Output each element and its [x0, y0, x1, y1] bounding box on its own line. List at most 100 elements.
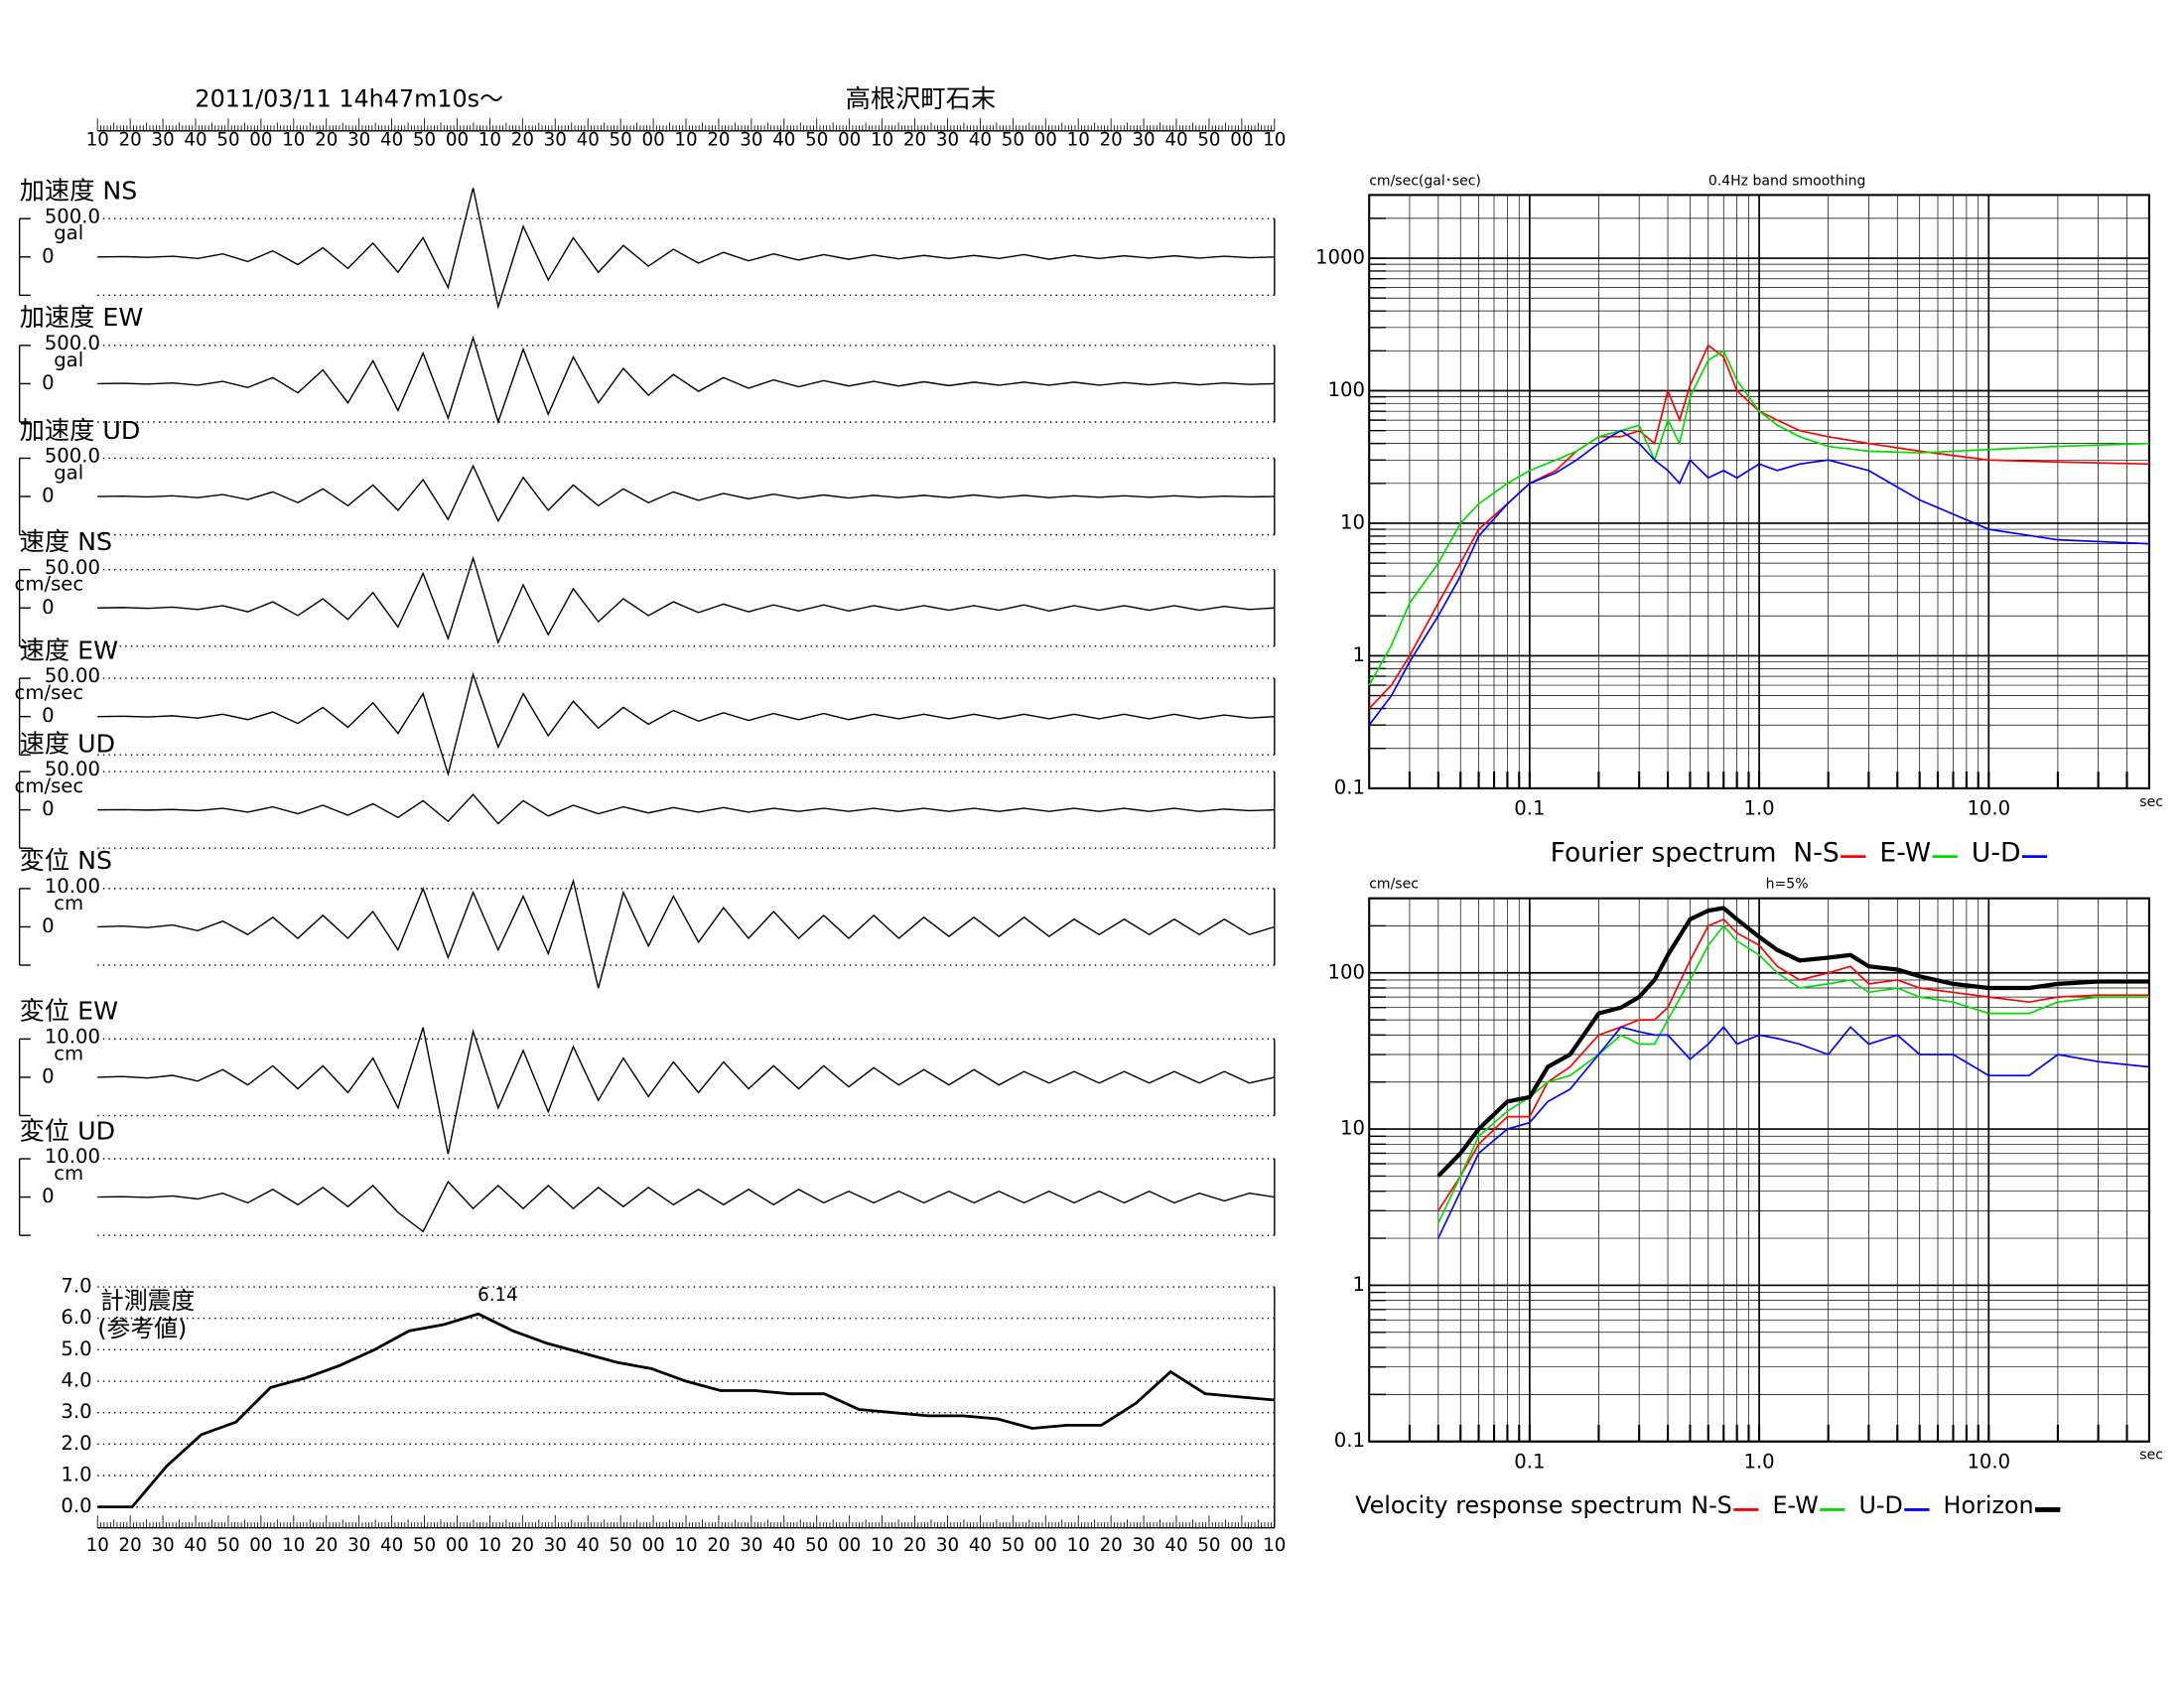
- trace-title: 速度 NS: [20, 527, 112, 556]
- y-tick-label: 10: [1340, 510, 1365, 533]
- zero-label: 0: [42, 1185, 55, 1207]
- trace-title: 変位 NS: [20, 846, 112, 875]
- scale-label: 10.00: [45, 1145, 100, 1168]
- time-label: 40: [577, 1535, 600, 1556]
- time-label: 50: [413, 1535, 436, 1556]
- y-tick-label: 4.0: [61, 1369, 91, 1392]
- time-label: 40: [969, 1535, 992, 1556]
- zero-label: 0: [42, 914, 55, 937]
- time-label: 40: [184, 130, 206, 151]
- time-label: 30: [544, 130, 567, 151]
- y-tick-label: 1: [1352, 1273, 1365, 1296]
- time-label: 00: [249, 130, 272, 151]
- station: 高根沢町石末: [846, 84, 997, 113]
- y-tick-label: 100: [1328, 378, 1365, 401]
- legend-label: E-W: [1879, 837, 1931, 868]
- unit-label: gal: [54, 461, 83, 484]
- trace-title: 変位 EW: [20, 997, 118, 1026]
- y-tick-label: 2.0: [61, 1432, 91, 1455]
- time-label: 00: [1230, 130, 1253, 151]
- time-label: 10: [871, 1535, 893, 1556]
- trace: [97, 793, 1275, 825]
- time-label: 10: [478, 1535, 501, 1556]
- time-label: 20: [315, 1535, 338, 1556]
- spectrum-line: [1368, 344, 2149, 710]
- legend-title: Velocity response spectrum: [1355, 1491, 1683, 1519]
- y-tick-label: 1: [1352, 643, 1365, 666]
- spectrum-line: [1437, 1026, 2150, 1239]
- scale-label: 10.00: [45, 1025, 100, 1048]
- time-label: 30: [1132, 130, 1155, 151]
- time-label: 50: [413, 130, 436, 151]
- time-label: 40: [772, 1535, 795, 1556]
- time-label: 30: [936, 1535, 959, 1556]
- subtitle: 0.4Hz band smoothing: [1708, 173, 1866, 189]
- trace: [97, 335, 1275, 425]
- unit-label: gal: [54, 221, 83, 244]
- chart-subtitle: (参考値): [97, 1315, 187, 1342]
- legend-label: E-W: [1773, 1491, 1819, 1519]
- time-label: 50: [805, 130, 828, 151]
- time-label: 40: [577, 130, 600, 151]
- zero-label: 0: [42, 797, 55, 820]
- time-label: 20: [511, 130, 534, 151]
- x-unit: sec: [2139, 1448, 2163, 1464]
- spectrum-line: [1368, 429, 2149, 726]
- legend-label: U-D: [1972, 837, 2021, 868]
- y-unit: cm/sec: [1369, 877, 1419, 893]
- time-label: 20: [119, 130, 142, 151]
- trace: [97, 671, 1275, 777]
- time-label: 10: [1263, 130, 1286, 151]
- trace: [97, 555, 1275, 645]
- time-label: 20: [119, 1535, 142, 1556]
- x-tick-label: 1.0: [1743, 796, 1774, 819]
- trace-title: 加速度 EW: [20, 303, 144, 332]
- time-label: 20: [1100, 130, 1123, 151]
- time-label: 10: [871, 130, 893, 151]
- scale-label: 50.00: [45, 664, 100, 687]
- legend-label: U-D: [1858, 1491, 1902, 1519]
- time-label: 50: [1002, 1535, 1024, 1556]
- time-label: 10: [674, 130, 697, 151]
- zero-label: 0: [42, 244, 55, 267]
- time-label: 40: [380, 130, 403, 151]
- legend-label: Horizon: [1944, 1491, 2034, 1519]
- time-label: 00: [446, 1535, 469, 1556]
- time-label: 10: [478, 130, 501, 151]
- unit-label: gal: [54, 349, 83, 371]
- time-label: 10: [86, 1535, 109, 1556]
- time-label: 20: [903, 1535, 926, 1556]
- time-label: 00: [838, 1535, 861, 1556]
- chart-title: 計測震度: [100, 1287, 195, 1315]
- time-label: 20: [511, 1535, 534, 1556]
- time-label: 10: [282, 1535, 305, 1556]
- time-label: 10: [1067, 130, 1090, 151]
- spectrum-line: [1436, 906, 2149, 1178]
- y-tick-label: 3.0: [61, 1400, 91, 1423]
- time-label: 40: [1164, 1535, 1187, 1556]
- y-tick-label: 1000: [1315, 246, 1365, 269]
- y-tick-label: 100: [1328, 960, 1365, 983]
- x-tick-label: 0.1: [1514, 796, 1545, 819]
- legend-label: N-S: [1691, 1491, 1732, 1519]
- trace: [97, 1180, 1275, 1233]
- peak-label: 6.14: [478, 1285, 518, 1306]
- unit-label: cm: [54, 892, 83, 914]
- trace: [97, 464, 1275, 523]
- time-label: 30: [347, 1535, 370, 1556]
- y-tick-label: 5.0: [61, 1337, 91, 1360]
- time-label: 00: [446, 130, 469, 151]
- y-tick-label: 0.0: [61, 1494, 91, 1517]
- time-label: 00: [838, 130, 861, 151]
- time-label: 50: [1197, 1535, 1220, 1556]
- spectrum-line: [1368, 350, 2149, 686]
- unit-label: cm/sec: [15, 573, 84, 596]
- time-label: 20: [315, 130, 338, 151]
- y-tick-label: 7.0: [61, 1275, 91, 1298]
- legend-label: N-S: [1793, 837, 1839, 868]
- time-label: 40: [772, 130, 795, 151]
- zero-label: 0: [42, 371, 55, 394]
- subtitle: h=5%: [1766, 877, 1809, 893]
- unit-label: cm: [54, 1042, 83, 1064]
